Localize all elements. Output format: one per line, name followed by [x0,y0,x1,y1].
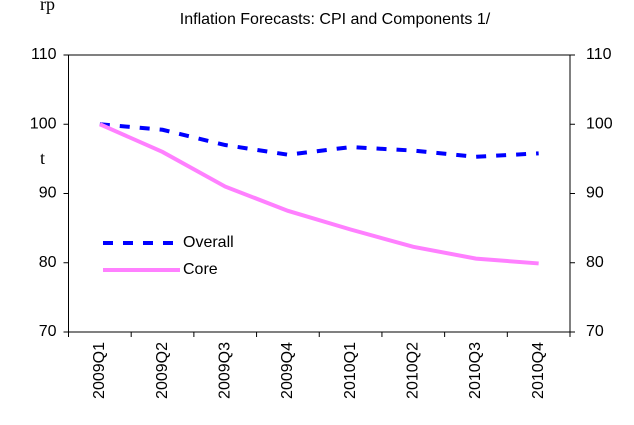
y-tick-label: 80 [39,254,57,271]
chart-title: Inflation Forecasts: CPI and Components … [180,11,491,28]
x-tick-label: 2009Q1 [91,342,108,399]
x-tick-label: 2009Q3 [216,342,233,399]
y-tick-label: 100 [30,115,57,132]
x-tick-label: 2010Q1 [342,342,359,399]
legend-label: Overall [183,234,234,251]
line-series [99,122,539,159]
y2-tick-label: 100 [586,115,613,132]
x-tick-label: 2010Q4 [530,342,547,399]
line-series [99,122,539,266]
y2-tick-label: 110 [586,46,612,63]
plot-frame [68,54,571,333]
y2-tick-label: 70 [586,323,604,340]
y-tick-label: 90 [39,185,57,202]
legend-label: Core [183,261,218,278]
x-tick-label: 2010Q3 [467,342,484,399]
y-tick-label: 110 [31,46,57,63]
y2-tick-label: 90 [586,185,604,202]
annotation: t [40,148,45,168]
x-tick-label: 2010Q2 [405,342,422,399]
y2-tick-label: 80 [586,254,604,271]
x-tick-label: 2009Q4 [279,342,296,399]
x-tick-label: 2009Q2 [154,342,171,399]
y-tick-label: 70 [39,323,57,340]
annotation: rp [40,0,55,14]
